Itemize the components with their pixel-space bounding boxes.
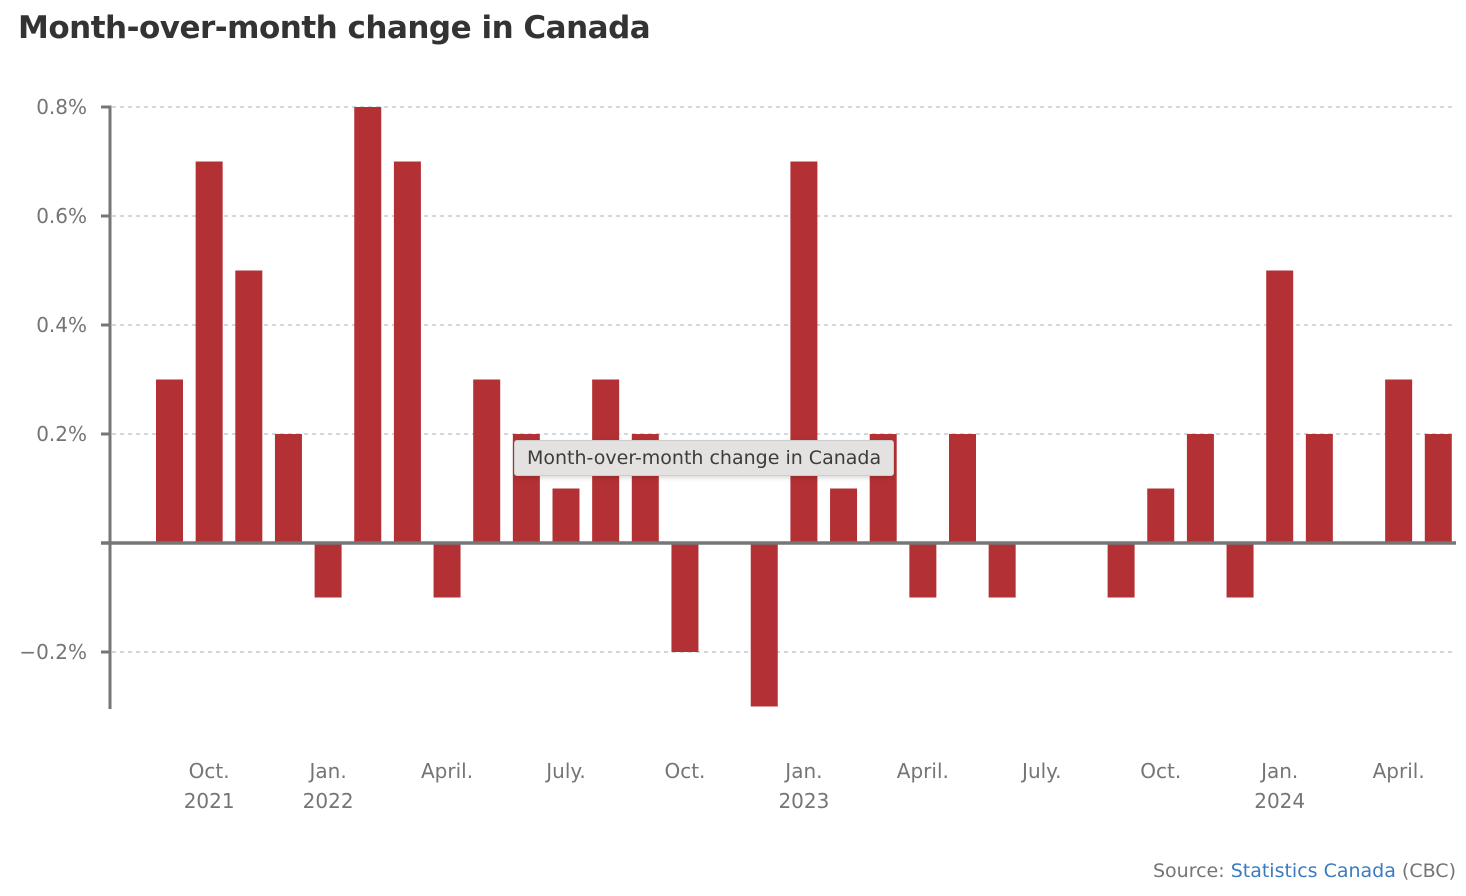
axes <box>101 105 1456 709</box>
bar[interactable] <box>1266 270 1294 544</box>
x-tick-label: Jan. <box>308 759 347 783</box>
bar[interactable] <box>1186 434 1214 543</box>
x-tick-label: July. <box>1020 759 1061 783</box>
y-tick-label: −0.2% <box>19 640 87 664</box>
x-tick-year-label: 2021 <box>184 789 235 813</box>
bar[interactable] <box>1305 434 1333 543</box>
bar[interactable] <box>156 379 183 544</box>
bar[interactable] <box>433 543 461 598</box>
source-prefix: Source: <box>1152 860 1231 882</box>
x-tick-label: April. <box>1373 759 1425 783</box>
bar[interactable] <box>1424 434 1452 543</box>
bar[interactable] <box>1385 379 1413 544</box>
y-tick-label: 0.2% <box>36 422 87 446</box>
bar[interactable] <box>235 270 263 544</box>
bar[interactable] <box>1107 543 1135 598</box>
source-link[interactable]: Statistics Canada <box>1230 860 1396 882</box>
bar[interactable] <box>671 543 699 652</box>
x-tick-label: April. <box>897 759 949 783</box>
chart-tooltip: Month-over-month change in Canada <box>514 440 895 476</box>
y-tick-label: 0.4% <box>36 313 87 337</box>
bar[interactable] <box>274 434 302 543</box>
gridlines <box>112 106 1456 653</box>
bar[interactable] <box>473 379 501 544</box>
x-tick-year-label: 2023 <box>778 789 829 813</box>
x-tick-label: Jan. <box>783 759 822 783</box>
y-tick-label: 0.6% <box>36 204 87 228</box>
bar[interactable] <box>354 107 382 543</box>
bar[interactable] <box>1147 488 1175 544</box>
bars <box>156 107 1452 707</box>
bar[interactable] <box>750 543 778 707</box>
chart-title: Month-over-month change in Canada <box>18 10 651 46</box>
bar[interactable] <box>949 434 976 543</box>
bar[interactable] <box>909 543 937 598</box>
x-tick-label: Jan. <box>1259 759 1298 783</box>
bar[interactable] <box>552 488 580 544</box>
y-tick-label: 0.8% <box>36 95 87 119</box>
x-tick-label: Oct. <box>664 759 705 783</box>
bar[interactable] <box>314 543 342 598</box>
x-axis-ticks: Oct. 2021 Jan. 2022 April. July. Oct. Jan. 2023 A… <box>184 759 1425 813</box>
source-credit: Source: Statistics Canada (CBC) <box>1153 860 1456 882</box>
x-tick-label: April. <box>421 759 473 783</box>
bar[interactable] <box>195 161 223 544</box>
x-tick-year-label: 2024 <box>1254 789 1305 813</box>
bar[interactable] <box>393 161 421 544</box>
x-tick-year-label: 2022 <box>303 789 354 813</box>
y-axis-ticks: 0.8% 0.6% 0.4% 0.2% −0.2% <box>19 95 87 664</box>
bar[interactable] <box>790 161 818 544</box>
x-tick-label: Oct. <box>189 759 230 783</box>
x-tick-label: Oct. <box>1140 759 1181 783</box>
bar[interactable] <box>988 543 1016 598</box>
x-tick-label: July. <box>544 759 585 783</box>
bar[interactable] <box>830 488 858 544</box>
source-suffix: (CBC) <box>1395 860 1456 882</box>
bar[interactable] <box>1226 543 1254 598</box>
